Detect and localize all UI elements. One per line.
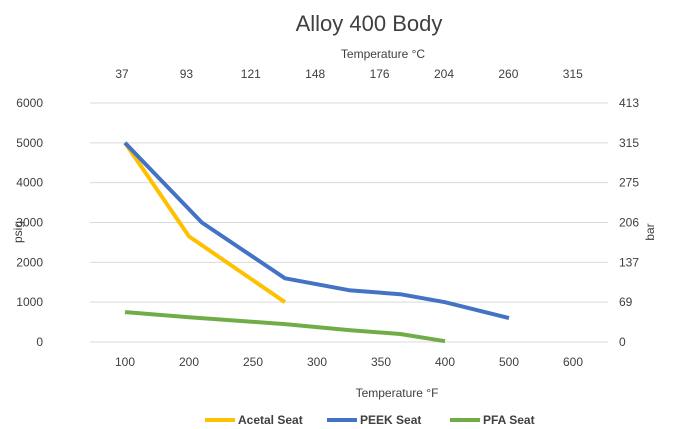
top-axis-tick-label: 260 [498,67,518,81]
y2-axis-title: bar [643,223,657,240]
x-axis-ticks: 100 200 250 300 350 400 500 600 [115,355,583,369]
x-tick-label: 100 [115,355,135,369]
series-line-peek-seat [123,141,510,321]
chart-title: Alloy 400 Body [296,11,443,36]
top-axis-ticks: 37 93 121 148 176 204 260 315 [115,67,583,81]
x-tick-label: 300 [307,355,327,369]
y-tick-label: 4000 [16,176,43,190]
y-tick-label: 6000 [16,96,43,110]
series-lines [123,141,510,344]
top-axis-tick-label: 315 [563,67,583,81]
top-axis-tick-label: 37 [115,67,129,81]
y-tick-label: 1000 [16,295,43,309]
series-line-acetal-seat [123,141,287,304]
top-axis-tick-label: 148 [305,67,325,81]
y2-tick-label: 413 [619,96,639,110]
legend-label-pfa-seat: PFA Seat [483,413,535,427]
y2-tick-label: 315 [619,136,639,150]
y-axis-title: psig [11,221,25,243]
x-tick-label: 200 [179,355,199,369]
legend-label-peek-seat: PEEK Seat [360,413,421,427]
series-line-pfa-seat [124,310,446,344]
x-tick-label: 600 [563,355,583,369]
x-axis-title: Temperature °F [356,386,439,400]
y-tick-label: 0 [36,335,43,349]
gridlines [90,102,608,343]
x-tick-label: 400 [435,355,455,369]
y2-tick-label: 69 [619,295,633,309]
y-tick-label: 5000 [16,136,43,150]
y2-tick-label: 137 [619,255,639,269]
y2-axis-ticks: 0 69 137 206 275 315 413 [619,96,639,349]
legend: Acetal Seat PEEK Seat PFA Seat [205,413,535,427]
top-axis-tick-label: 121 [241,67,261,81]
y-tick-label: 3000 [16,216,43,230]
y2-tick-label: 275 [619,176,639,190]
x-tick-label: 500 [499,355,519,369]
y-tick-label: 2000 [16,255,43,269]
legend-label-acetal-seat: Acetal Seat [238,413,303,427]
top-axis-title: Temperature °C [341,47,425,61]
top-axis-tick-label: 204 [434,67,454,81]
y2-tick-label: 206 [619,216,639,230]
y2-tick-label: 0 [619,335,626,349]
x-tick-label: 350 [371,355,391,369]
y-axis-ticks: 0 1000 2000 3000 4000 5000 6000 [16,96,43,349]
top-axis-tick-label: 176 [370,67,390,81]
x-tick-label: 250 [243,355,263,369]
top-axis-tick-label: 93 [180,67,194,81]
